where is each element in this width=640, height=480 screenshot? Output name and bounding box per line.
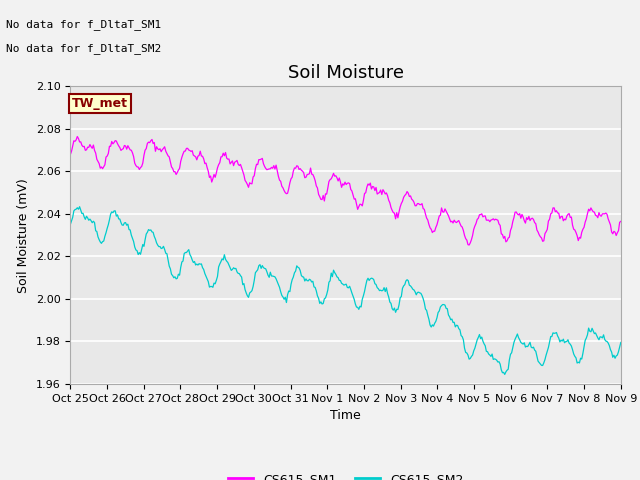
CS615_SM1 [74,133,81,139]
Legend: CS615_SM1, CS615_SM2: CS615_SM1, CS615_SM2 [223,468,468,480]
CS615_SM2 [617,339,625,345]
Title: Soil Moisture: Soil Moisture [287,64,404,82]
CS615_SM1 [402,192,410,197]
CS615_SM1 [617,218,625,224]
CS615_SM2 [67,221,74,227]
CS615_SM2 [76,204,83,210]
CS615_SM2 [501,372,509,377]
CS615_SM2 [239,282,246,288]
Y-axis label: Soil Moisture (mV): Soil Moisture (mV) [17,178,30,293]
Line: CS615_SM2: CS615_SM2 [70,207,621,374]
CS615_SM1 [376,190,383,195]
CS615_SM2 [402,278,410,284]
CS615_SM1 [465,242,473,248]
CS615_SM2 [569,347,577,353]
CS615_SM1 [67,152,74,157]
Text: No data for f_DltaT_SM2: No data for f_DltaT_SM2 [6,43,162,54]
CS615_SM1 [239,168,246,174]
CS615_SM2 [472,341,480,347]
CS615_SM1 [300,170,307,176]
Text: No data for f_DltaT_SM1: No data for f_DltaT_SM1 [6,19,162,30]
CS615_SM2 [376,288,383,293]
CS615_SM2 [300,274,307,280]
CS615_SM1 [569,222,577,228]
Line: CS615_SM1: CS615_SM1 [70,136,621,245]
X-axis label: Time: Time [330,409,361,422]
Text: TW_met: TW_met [72,97,128,110]
CS615_SM1 [474,216,481,222]
